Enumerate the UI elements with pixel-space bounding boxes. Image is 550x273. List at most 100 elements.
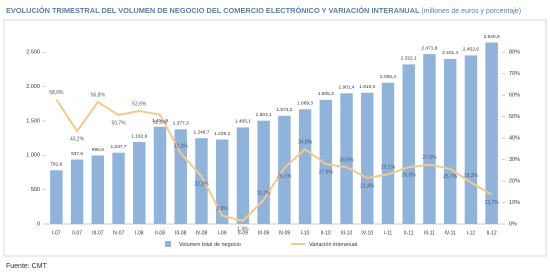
x-tick-label: III-07 <box>92 230 104 236</box>
bar <box>50 170 63 224</box>
bar <box>112 152 125 224</box>
bar-value-label: 2.640,8 <box>484 34 500 40</box>
line-value-label: 3,9% <box>216 206 228 212</box>
x-tick-label: III-08 <box>175 230 187 236</box>
bar <box>319 99 333 224</box>
line-value-label: 1,4% <box>237 226 249 232</box>
bar <box>70 159 84 224</box>
y2-tick-label: 0% <box>509 221 517 227</box>
line-value-label: 56,8% <box>91 92 106 98</box>
line-value-label: 50,7% <box>111 120 126 126</box>
line-value-label: 26,1% <box>277 173 292 179</box>
line-value-label: 50,9% <box>153 120 168 126</box>
legend-label: Variación interanual <box>309 242 357 248</box>
line-value-label: 27,6% <box>422 155 437 161</box>
line-value-label: 23,1% <box>381 165 396 171</box>
bar-value-label: 1.229,2 <box>214 131 230 137</box>
y2-tick-label: 10% <box>509 200 520 206</box>
line <box>55 98 493 223</box>
y-tick-label: 2.500 <box>26 50 40 56</box>
bar <box>443 58 457 224</box>
line-value-label: 52,6% <box>132 101 147 107</box>
bar <box>402 64 415 224</box>
x-tick-label: IV-09 <box>279 230 291 236</box>
bar-value-label: 2.452,6 <box>463 47 479 53</box>
bar-value-label: 781,8 <box>50 162 62 168</box>
y-tick-label: 0 <box>37 221 40 227</box>
x-tick-label: IV-10 <box>361 230 373 236</box>
bar <box>174 129 187 224</box>
line-value-label: 26,5% <box>402 172 417 178</box>
y2-tick-label: 50% <box>509 114 520 120</box>
title-text: EVOLUCIÓN TRIMESTRAL DEL VOLUMEN DE NEGO… <box>6 6 420 15</box>
bar-value-label: 1.414,9 <box>152 118 168 124</box>
y2-tick-label: 30% <box>509 157 520 163</box>
y-tick-label: 1.500 <box>26 118 40 124</box>
y-tick-label: 1.000 <box>26 153 40 159</box>
bar-value-label: 996,8 <box>92 147 104 153</box>
y-tick-label: 2.000 <box>26 84 40 90</box>
line-value-label: 26,5% <box>339 157 354 163</box>
line-value-label: 43,2% <box>70 137 85 143</box>
source: Fuente: CMT <box>6 263 48 270</box>
x-tick-label: I-08 <box>135 230 144 236</box>
bar-value-label: 1.503,1 <box>256 112 272 118</box>
bar <box>423 54 436 224</box>
x-tick-label: II-12 <box>487 230 497 236</box>
line-value-label: 32,9% <box>174 144 189 150</box>
bar-value-label: 1.910,0 <box>359 84 375 90</box>
bar <box>381 82 395 224</box>
line-value-label: 13,7% <box>485 200 500 206</box>
legend-label: Volumen total de negocio <box>179 242 241 248</box>
x-tick-label: I-10 <box>301 230 310 236</box>
bar <box>153 126 167 224</box>
bar <box>485 42 498 224</box>
bar-value-label: 1.192,9 <box>131 133 147 139</box>
bar-value-label: 1.248,7 <box>193 129 209 135</box>
bar <box>298 109 312 224</box>
x-tick-label: III-10 <box>341 230 353 236</box>
bar-value-label: 2.322,1 <box>401 56 417 62</box>
legend-swatch <box>165 241 171 247</box>
bar <box>133 142 146 224</box>
x-tick-label: I-09 <box>218 230 227 236</box>
bar-value-label: 1.805,3 <box>318 91 334 97</box>
x-tick-label: III-09 <box>258 230 270 236</box>
y2-tick-label: 60% <box>509 93 520 99</box>
x-tick-label: I-12 <box>467 230 476 236</box>
bar <box>195 138 208 224</box>
x-tick-label: I-11 <box>384 230 392 236</box>
line-value-label: 21,4% <box>360 183 375 189</box>
x-tick-label: IV-07 <box>113 230 125 236</box>
bar <box>257 120 270 224</box>
chart-frame <box>3 19 547 257</box>
x-tick-label: II-08 <box>155 230 165 236</box>
bar-value-label: 1.901,4 <box>339 85 355 91</box>
bar-value-label: 937,6 <box>71 151 83 157</box>
line-value-label: 19,3% <box>464 173 479 179</box>
bar <box>91 155 105 224</box>
line-value-label: 58,0% <box>49 90 64 96</box>
line-value-label: 27,9% <box>319 169 334 175</box>
x-tick-label: II-07 <box>72 230 82 236</box>
bar <box>236 127 250 224</box>
x-tick-label: II-11 <box>404 230 414 236</box>
x-tick-label: II-10 <box>321 230 331 236</box>
y2-tick-label: 40% <box>509 136 520 142</box>
x-tick-label: IV-08 <box>196 230 208 236</box>
x-tick-label: I-07 <box>52 230 61 236</box>
bar <box>278 115 291 224</box>
y2-tick-label: 20% <box>509 178 520 184</box>
x-tick-label: IV-11 <box>445 230 457 236</box>
bar <box>215 139 229 224</box>
y2-tick-label: 70% <box>509 71 520 77</box>
line-value-label: 25,7% <box>443 174 458 180</box>
y2-tick-label: 80% <box>509 50 520 56</box>
bar-value-label: 1.574,2 <box>276 107 292 113</box>
bar-value-label: 1.405,1 <box>235 119 251 125</box>
bar-value-label: 1.377,3 <box>173 121 189 127</box>
line-value-label: 11,2% <box>257 190 271 196</box>
bar-value-label: 2.401,4 <box>442 50 458 56</box>
